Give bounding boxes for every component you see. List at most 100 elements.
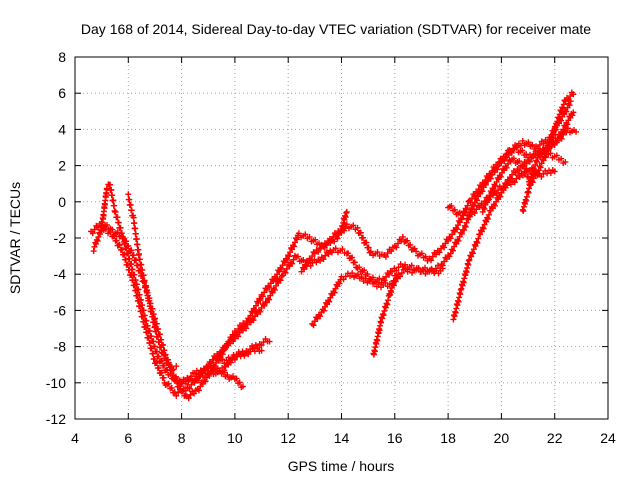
data-point: [233, 375, 240, 382]
data-point: [383, 273, 390, 280]
data-point: [374, 249, 381, 256]
data-point: [117, 224, 124, 231]
data-point: [261, 302, 268, 309]
data-point: [151, 343, 158, 350]
data-point: [221, 346, 228, 353]
data-point: [89, 230, 96, 237]
data-point: [328, 237, 335, 244]
data-point: [386, 271, 393, 278]
data-point: [381, 307, 388, 314]
data-point: [167, 370, 174, 377]
data-point: [266, 338, 273, 345]
data-point: [258, 342, 265, 349]
data-point: [482, 181, 489, 188]
data-point: [173, 392, 180, 399]
data-point: [366, 249, 373, 256]
data-point: [317, 313, 324, 320]
data-point: [218, 348, 225, 355]
x-tick-label: 8: [178, 430, 186, 446]
data-point: [158, 369, 165, 376]
data-point: [272, 275, 279, 282]
data-point: [415, 265, 422, 272]
data-point: [402, 265, 409, 272]
data-point: [364, 271, 371, 278]
data-point: [488, 189, 495, 196]
data-point: [320, 256, 327, 263]
data-point: [257, 308, 264, 315]
data-point: [214, 353, 221, 360]
data-point: [95, 224, 102, 231]
data-point: [173, 363, 180, 370]
data-point: [363, 239, 370, 246]
data-point: [429, 253, 436, 260]
data-point: [447, 235, 454, 242]
data-point: [526, 158, 533, 165]
data-point: [497, 193, 504, 200]
data-point: [111, 202, 118, 209]
data-point: [455, 237, 462, 244]
data-point: [155, 364, 162, 371]
data-point: [277, 277, 284, 284]
data-point: [130, 252, 137, 259]
series-track-3: [98, 109, 577, 387]
data-point: [485, 211, 492, 218]
data-point: [379, 311, 386, 318]
data-point: [332, 245, 339, 252]
data-point: [465, 216, 472, 223]
data-point: [492, 202, 499, 209]
data-point: [536, 141, 543, 148]
data-point: [126, 196, 133, 203]
y-tick-label: -10: [46, 375, 66, 391]
y-tick-label: 0: [58, 194, 66, 210]
data-point: [479, 188, 486, 195]
data-point: [278, 273, 285, 280]
data-point: [559, 105, 566, 112]
data-point: [153, 328, 160, 335]
data-point: [532, 161, 539, 168]
data-point: [109, 226, 116, 233]
data-point: [393, 274, 400, 281]
data-point: [91, 226, 98, 233]
data-point: [391, 279, 398, 286]
data-point: [129, 266, 136, 273]
data-point: [463, 219, 470, 226]
data-point: [395, 264, 402, 271]
data-point: [533, 158, 540, 165]
y-tick-label: 2: [58, 158, 66, 174]
data-point: [300, 256, 307, 263]
data-point: [404, 237, 411, 244]
data-point: [147, 303, 154, 310]
data-point: [223, 342, 230, 349]
data-point: [141, 277, 148, 284]
data-point: [133, 236, 140, 243]
data-point: [244, 321, 251, 328]
data-point: [553, 152, 560, 159]
data-point: [567, 93, 574, 100]
data-point: [507, 181, 514, 188]
data-point: [398, 269, 405, 276]
data-point: [158, 344, 165, 351]
data-point: [367, 248, 374, 255]
data-point: [537, 164, 544, 171]
data-point: [127, 201, 134, 208]
data-point: [360, 234, 367, 241]
data-point: [307, 257, 314, 264]
data-point: [331, 238, 338, 245]
data-point: [114, 214, 121, 221]
x-tick-label: 10: [227, 430, 243, 446]
data-point: [331, 289, 338, 296]
data-point: [131, 220, 138, 227]
data-point: [473, 206, 480, 213]
data-point: [343, 221, 350, 228]
data-point: [123, 245, 130, 252]
data-point: [118, 246, 125, 253]
data-point: [562, 158, 569, 165]
series-track-7: [309, 270, 401, 329]
data-point: [504, 182, 511, 189]
data-point: [311, 250, 318, 257]
data-point: [130, 214, 137, 221]
data-point: [393, 267, 400, 274]
data-point: [135, 250, 142, 257]
data-point: [565, 96, 572, 103]
